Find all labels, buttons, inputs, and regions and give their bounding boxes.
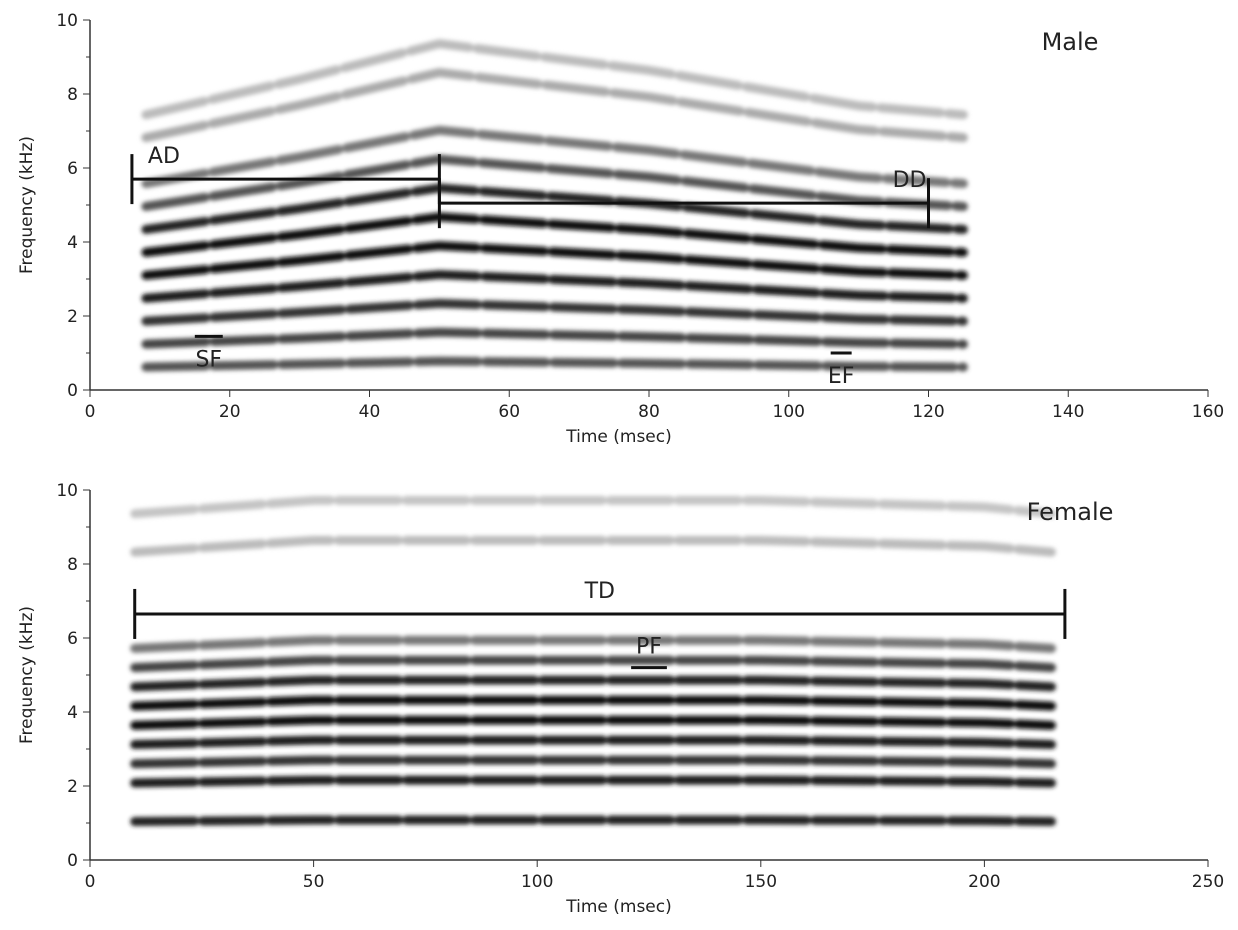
y-tick-label: 10 xyxy=(56,11,78,31)
x-tick-label: 100 xyxy=(521,872,553,892)
annotation-label: AD xyxy=(148,144,180,169)
spectrogram xyxy=(141,39,968,372)
harmonic-band xyxy=(141,212,968,257)
x-tick-label: 120 xyxy=(912,402,944,422)
harmonic-band xyxy=(141,125,968,189)
harmonic-band xyxy=(141,270,968,303)
x-tick-label: 150 xyxy=(745,872,777,892)
y-tick-label: 0 xyxy=(67,851,78,871)
x-tick-label: 0 xyxy=(85,402,96,422)
x-tick-label: 60 xyxy=(498,402,520,422)
y-tick-label: 4 xyxy=(67,703,78,723)
spectrogram xyxy=(130,495,1056,827)
harmonic-band xyxy=(130,675,1056,692)
x-tick-label: 100 xyxy=(773,402,805,422)
harmonic-band xyxy=(141,154,968,211)
panel-title: Female xyxy=(1027,498,1114,526)
harmonic-band xyxy=(141,183,968,234)
harmonic-band xyxy=(130,755,1056,769)
harmonic-band xyxy=(130,775,1056,788)
harmonic-band xyxy=(141,241,968,280)
annotation-label: EF xyxy=(828,364,855,389)
harmonic-band xyxy=(130,715,1056,730)
annotation-label: TD xyxy=(584,579,615,604)
x-tick-label: 20 xyxy=(219,402,241,422)
harmonic-band xyxy=(130,535,1056,557)
x-axis-label: Time (msec) xyxy=(565,427,672,447)
y-tick-label: 0 xyxy=(67,381,78,401)
x-axis-label: Time (msec) xyxy=(565,897,672,917)
harmonic-band xyxy=(130,635,1056,653)
y-tick-label: 4 xyxy=(67,233,78,253)
harmonic-band xyxy=(141,327,968,349)
panel-title: Male xyxy=(1042,28,1099,56)
harmonic-band xyxy=(141,356,968,372)
y-tick-label: 8 xyxy=(67,555,78,575)
harmonic-band xyxy=(141,68,968,143)
x-tick-label: 200 xyxy=(968,872,1000,892)
x-tick-label: 140 xyxy=(1052,402,1084,422)
x-tick-label: 50 xyxy=(303,872,325,892)
harmonic-band xyxy=(130,495,1056,519)
x-tick-label: 160 xyxy=(1192,402,1224,422)
panel: 0 20 40 60 80 100 120 140 160 0 2 4 6 8 10 Time (msec) F… xyxy=(17,11,1224,447)
harmonic-band xyxy=(130,815,1056,827)
harmonic-band xyxy=(141,39,968,120)
x-tick-label: 250 xyxy=(1192,872,1224,892)
y-tick-label: 10 xyxy=(56,481,78,501)
annotation-label: DD xyxy=(893,168,927,193)
y-axis-label: Frequency (kHz) xyxy=(17,606,37,744)
annotation-label: PF xyxy=(636,635,662,660)
x-tick-label: 0 xyxy=(85,872,96,892)
y-tick-label: 2 xyxy=(67,777,78,797)
y-tick-label: 6 xyxy=(67,159,78,179)
y-axis-label: Frequency (kHz) xyxy=(17,136,37,274)
x-tick-label: 80 xyxy=(638,402,660,422)
harmonic-band xyxy=(130,735,1056,750)
x-tick-label: 40 xyxy=(359,402,381,422)
harmonic-band xyxy=(141,298,968,326)
harmonic-band xyxy=(130,655,1056,673)
y-tick-label: 2 xyxy=(67,307,78,327)
y-tick-label: 6 xyxy=(67,629,78,649)
y-tick-label: 8 xyxy=(67,85,78,105)
panel: 0 50 100 150 200 250 0 2 4 6 8 10 Time (msec) Frequen… xyxy=(17,481,1224,917)
harmonic-band xyxy=(130,695,1056,711)
annotation-label: SF xyxy=(195,347,222,372)
